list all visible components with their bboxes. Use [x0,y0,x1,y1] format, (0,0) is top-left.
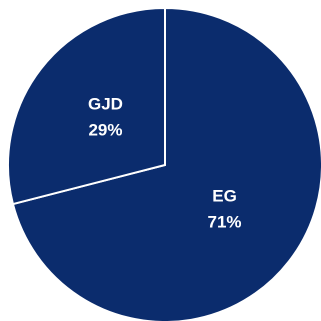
slice-value-label: 71% [208,213,242,232]
slice-label: EG [212,187,237,206]
pie-slice [7,6,166,206]
slice-value-label: 29% [88,120,122,139]
slice-label: GJD [88,94,123,113]
pie-slice [11,6,321,321]
